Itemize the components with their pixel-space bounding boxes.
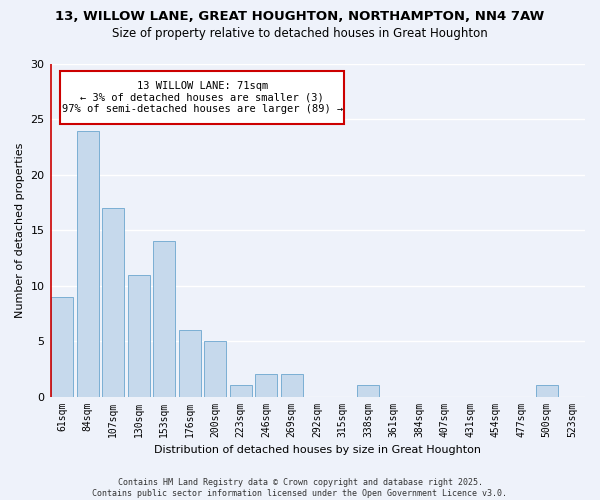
Text: 13 WILLOW LANE: 71sqm
← 3% of detached houses are smaller (3)
97% of semi-detach: 13 WILLOW LANE: 71sqm ← 3% of detached h… [62, 80, 343, 114]
Bar [536, 386, 557, 396]
X-axis label: Distribution of detached houses by size in Great Houghton: Distribution of detached houses by size … [154, 445, 481, 455]
Bar [256, 374, 277, 396]
Bar [179, 330, 200, 396]
Bar [154, 242, 175, 396]
Y-axis label: Number of detached properties: Number of detached properties [15, 142, 25, 318]
Bar [205, 341, 226, 396]
FancyBboxPatch shape [60, 70, 344, 124]
Bar [281, 374, 302, 396]
Bar [52, 297, 73, 396]
Bar [230, 386, 251, 396]
Bar [128, 274, 149, 396]
Text: Size of property relative to detached houses in Great Houghton: Size of property relative to detached ho… [112, 28, 488, 40]
Bar [103, 208, 124, 396]
Text: 13, WILLOW LANE, GREAT HOUGHTON, NORTHAMPTON, NN4 7AW: 13, WILLOW LANE, GREAT HOUGHTON, NORTHAM… [55, 10, 545, 23]
Text: Contains HM Land Registry data © Crown copyright and database right 2025.
Contai: Contains HM Land Registry data © Crown c… [92, 478, 508, 498]
Bar [358, 386, 379, 396]
Bar [77, 130, 98, 396]
